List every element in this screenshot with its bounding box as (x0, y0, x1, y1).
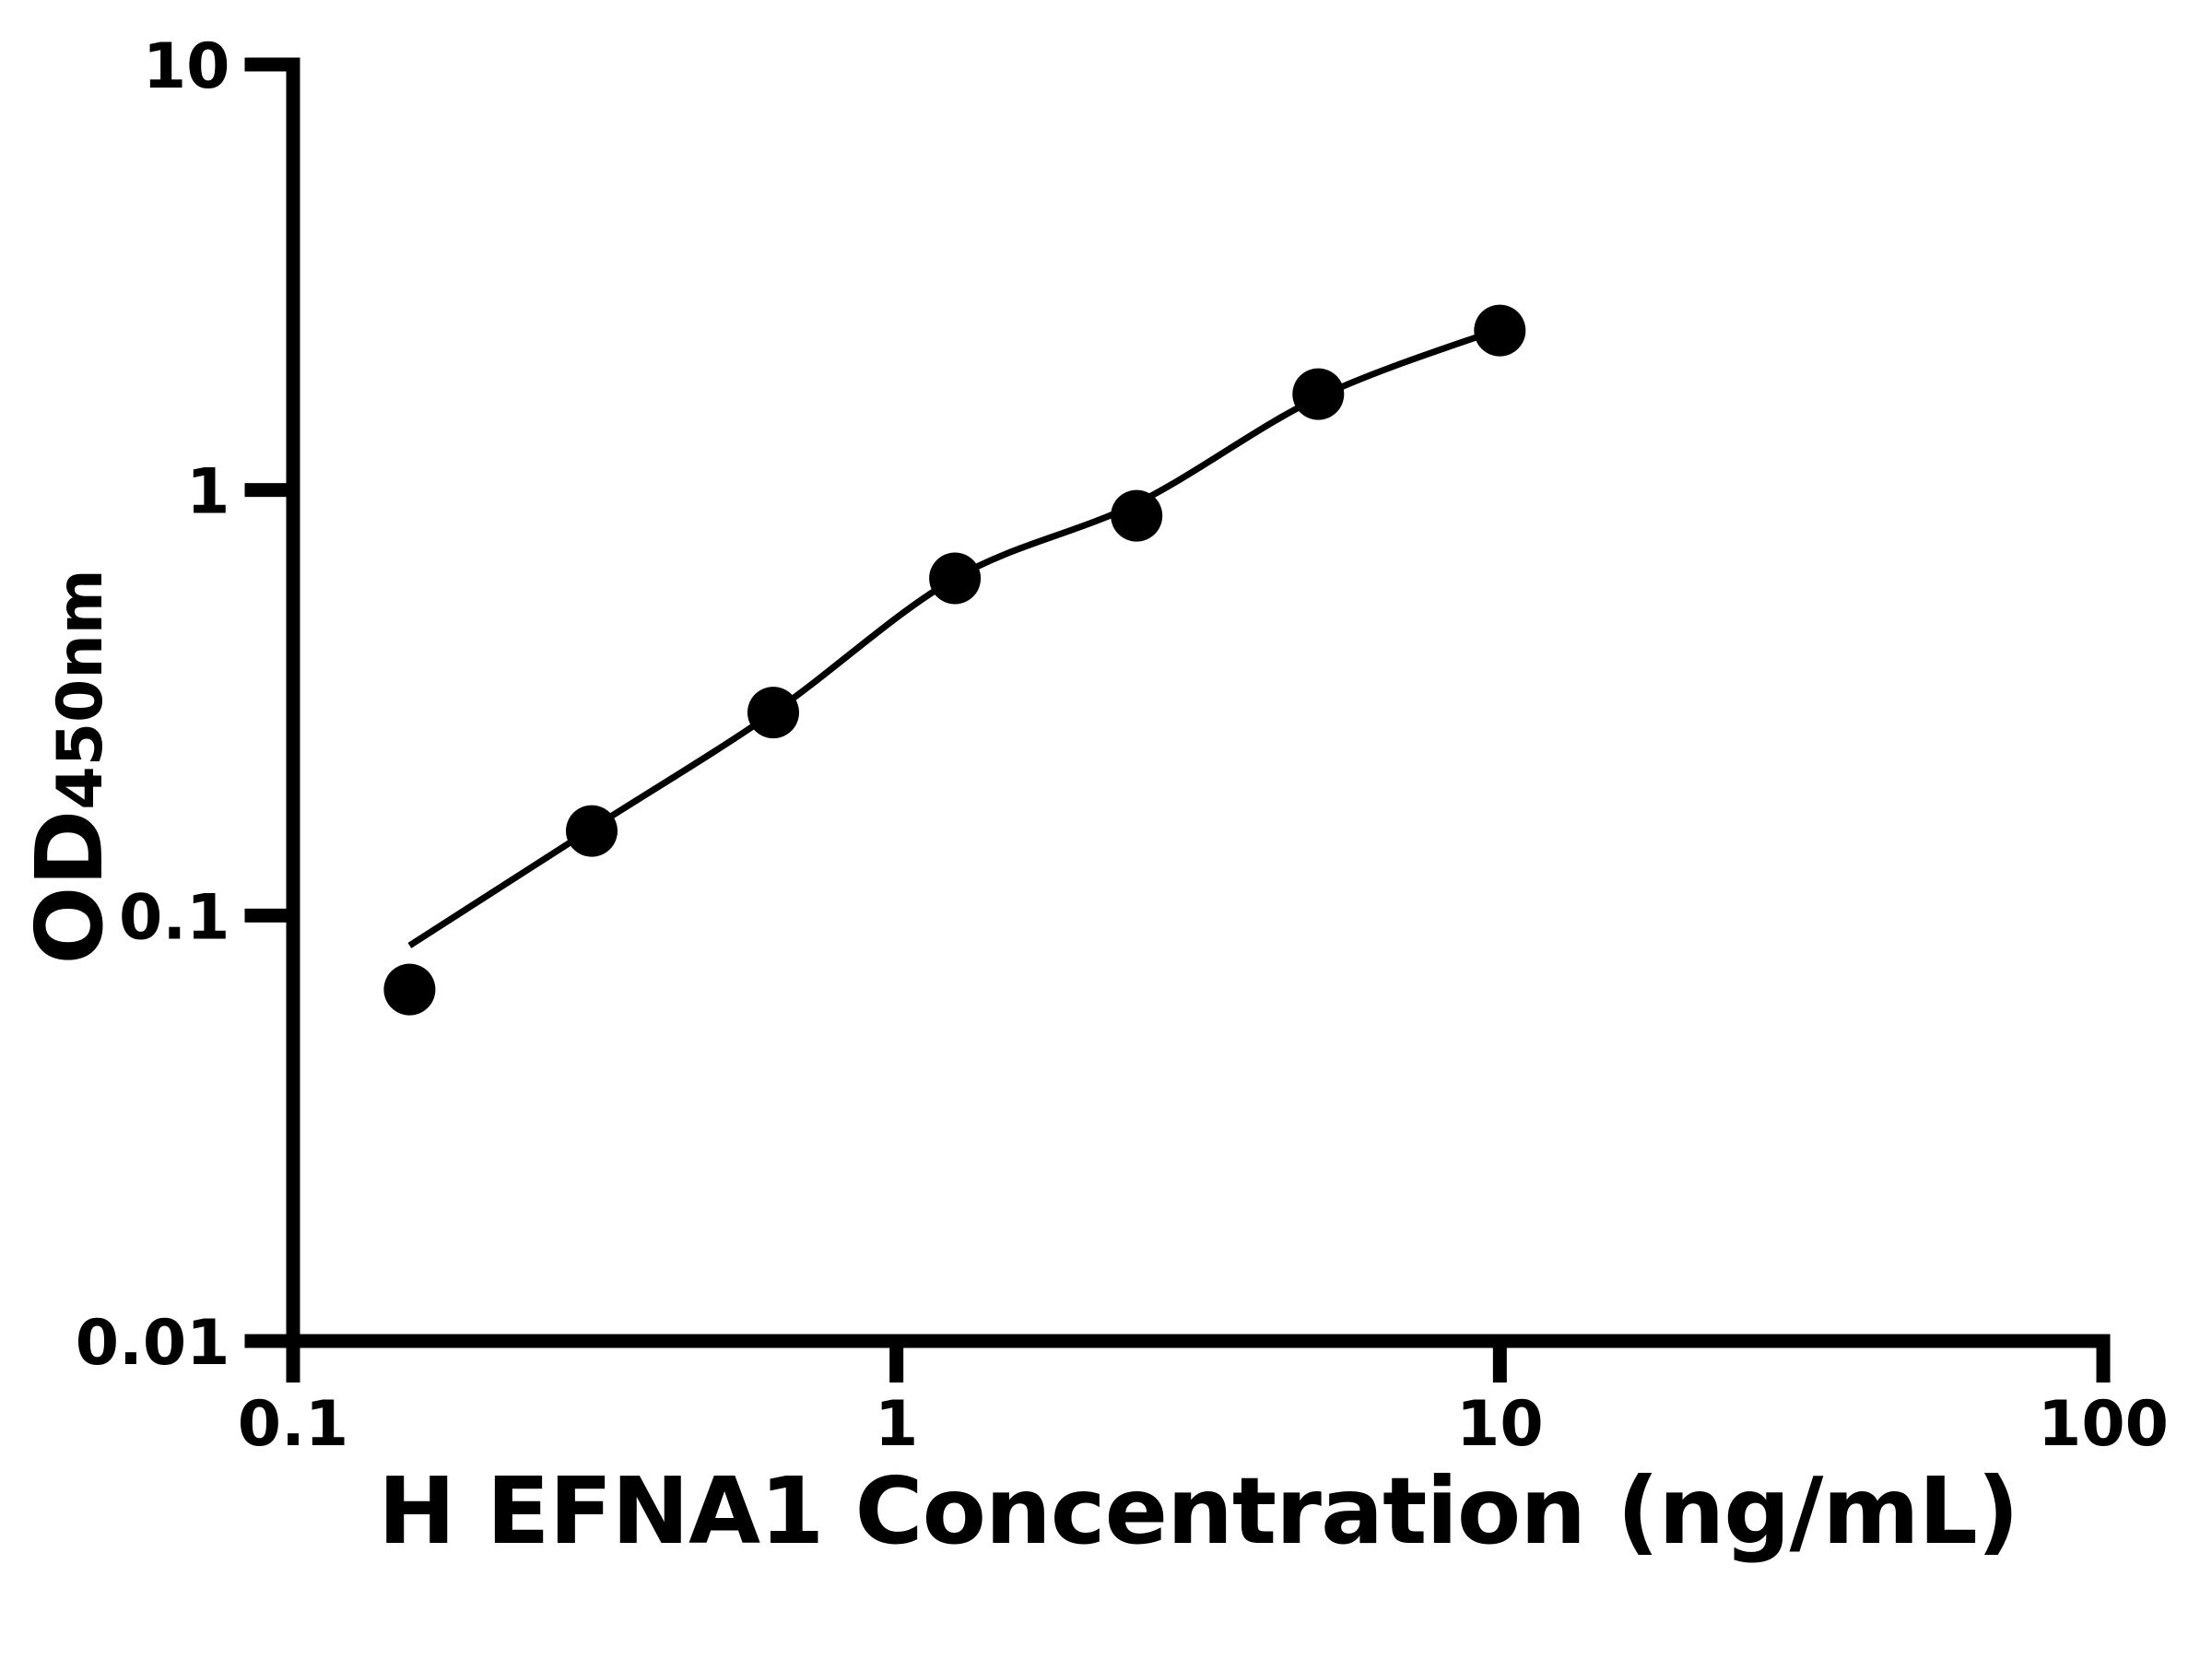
y-axis-line (286, 57, 300, 1383)
y-tick-mark (244, 908, 287, 923)
y-tick-label: 0.01 (76, 1307, 230, 1380)
y-axis-title-sub: 450nm (44, 569, 117, 809)
x-axis-title: H EFNA1 Concentration (ng/mL) (378, 1457, 2018, 1565)
x-tick-mark (2096, 1341, 2111, 1382)
data-point (566, 805, 618, 857)
y-tick-mark (244, 1334, 287, 1348)
y-tick-label: 1 (186, 456, 229, 529)
data-point (1292, 368, 1345, 420)
y-axis-title: OD450nm (16, 569, 124, 964)
fit-curve-layer (407, 325, 1501, 948)
data-point (1474, 304, 1526, 357)
x-tick-label: 100 (2038, 1388, 2169, 1461)
x-tick-label: 0.1 (238, 1388, 348, 1461)
y-tick-label: 10 (143, 30, 230, 103)
x-tick-mark (1492, 1341, 1507, 1382)
data-point (1111, 489, 1163, 542)
x-axis-line (286, 1334, 2111, 1348)
x-tick-label: 10 (1456, 1388, 1544, 1461)
data-point (929, 552, 982, 605)
data-point-layer (383, 304, 1526, 1016)
y-tick-label: 0.1 (119, 881, 229, 954)
y-tick-mark (244, 57, 287, 72)
tick-marks (244, 57, 2111, 1382)
y-tick-mark (244, 483, 287, 498)
x-tick-mark (889, 1341, 904, 1382)
data-point (383, 963, 436, 1016)
fit-curve (407, 325, 1501, 948)
y-axis-title-main: OD (16, 810, 124, 965)
axes (286, 57, 2111, 1383)
data-point (747, 687, 799, 739)
x-tick-mark (286, 1341, 300, 1382)
x-tick-label: 1 (875, 1388, 918, 1461)
